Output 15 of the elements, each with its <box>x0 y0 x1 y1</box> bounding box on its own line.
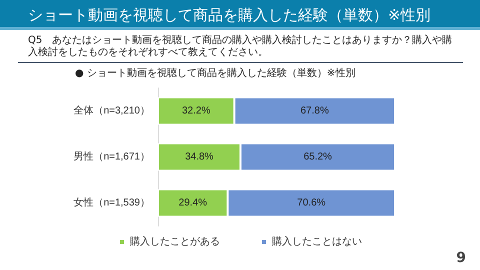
y-tick-label: 女性（n=1,539） <box>74 196 150 208</box>
data-label: 70.6% <box>297 198 326 208</box>
legend-label: 購入したことはない <box>272 236 362 248</box>
data-label: 65.2% <box>304 152 332 162</box>
text: 9 <box>456 250 466 266</box>
chart-subtitle: Q5 あなたはショート動画を視聴して商品の購入や購入検討したことはありますか？購入や購入検討をしたものをそれぞれすべて教えてください。 <box>28 35 454 59</box>
y-tick-label: 男性（n=1,671） <box>74 150 150 162</box>
data-label: 32.2% <box>182 106 210 116</box>
data-label: 29.4% <box>178 198 208 208</box>
data-label: 67.8% <box>300 106 329 116</box>
legend-label: 購入したことがある <box>130 236 220 248</box>
data-label: 34.8% <box>185 152 214 162</box>
chart-title: ショート動画を視聴して商品を購入した経験（単数）※性別 <box>0 0 480 30</box>
y-tick-label: 全体（n=3,210） <box>74 104 150 116</box>
text: ● ショート動画を視聴して商品を購入した経験（単数）※性別 <box>75 66 356 80</box>
